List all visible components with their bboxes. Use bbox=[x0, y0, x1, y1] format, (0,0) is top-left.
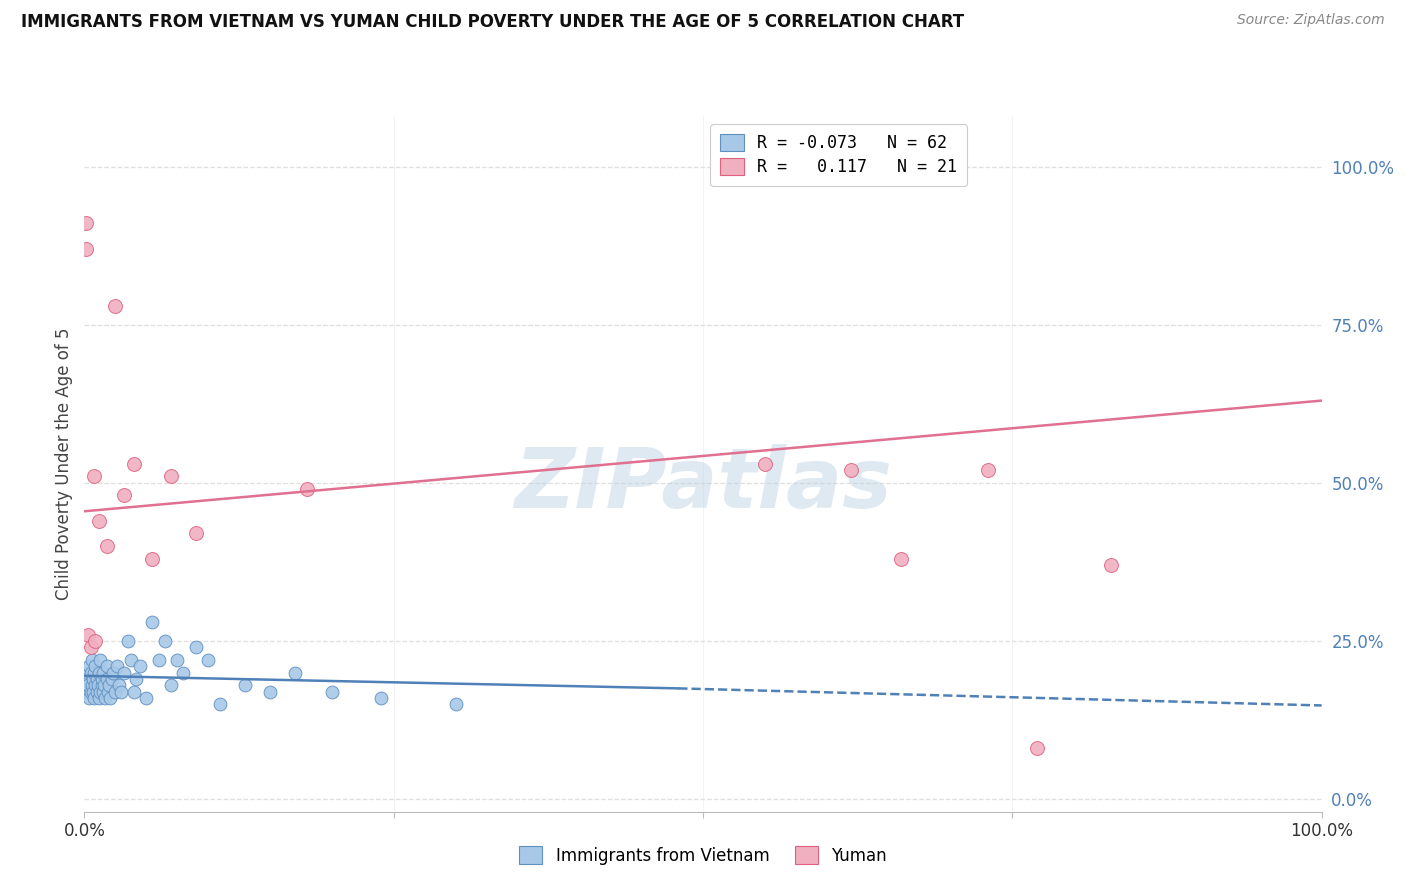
Point bbox=[112, 488, 135, 502]
Point bbox=[129, 659, 152, 673]
Point bbox=[841, 463, 863, 477]
Point bbox=[112, 665, 135, 680]
Point bbox=[91, 665, 114, 680]
Point bbox=[259, 684, 281, 698]
Point bbox=[160, 678, 183, 692]
Point bbox=[141, 551, 163, 566]
Text: IMMIGRANTS FROM VIETNAM VS YUMAN CHILD POVERTY UNDER THE AGE OF 5 CORRELATION CH: IMMIGRANTS FROM VIETNAM VS YUMAN CHILD P… bbox=[21, 13, 965, 31]
Point bbox=[117, 634, 139, 648]
Point bbox=[1099, 558, 1122, 572]
Point bbox=[91, 684, 114, 698]
Point bbox=[135, 690, 157, 705]
Point bbox=[83, 665, 105, 680]
Point bbox=[108, 678, 131, 692]
Point bbox=[80, 678, 103, 692]
Point bbox=[101, 665, 124, 680]
Point bbox=[96, 672, 118, 686]
Point bbox=[370, 690, 392, 705]
Point bbox=[75, 684, 97, 698]
Point bbox=[79, 659, 101, 673]
Point bbox=[148, 653, 170, 667]
Point bbox=[76, 672, 98, 686]
Point bbox=[110, 684, 132, 698]
Point bbox=[1026, 741, 1049, 756]
Point bbox=[104, 299, 127, 313]
Point bbox=[87, 678, 110, 692]
Point bbox=[79, 690, 101, 705]
Point bbox=[160, 469, 183, 483]
Point bbox=[122, 457, 145, 471]
Legend: Immigrants from Vietnam, Yuman: Immigrants from Vietnam, Yuman bbox=[510, 838, 896, 873]
Point bbox=[96, 539, 118, 553]
Point bbox=[90, 672, 112, 686]
Point bbox=[86, 684, 108, 698]
Point bbox=[166, 653, 188, 667]
Point bbox=[209, 697, 232, 711]
Point bbox=[321, 684, 343, 698]
Point bbox=[184, 526, 207, 541]
Point bbox=[90, 678, 112, 692]
Point bbox=[122, 684, 145, 698]
Point bbox=[233, 678, 256, 692]
Point bbox=[153, 634, 176, 648]
Point bbox=[89, 684, 111, 698]
Point bbox=[77, 665, 100, 680]
Point bbox=[79, 684, 101, 698]
Point bbox=[197, 653, 219, 667]
Point bbox=[141, 615, 163, 629]
Point bbox=[93, 678, 115, 692]
Point bbox=[444, 697, 467, 711]
Point bbox=[75, 242, 97, 256]
Point bbox=[284, 665, 307, 680]
Point bbox=[83, 690, 105, 705]
Point bbox=[105, 659, 128, 673]
Point bbox=[89, 665, 111, 680]
Point bbox=[754, 457, 776, 471]
Point bbox=[295, 482, 318, 496]
Point bbox=[89, 653, 111, 667]
Point bbox=[890, 551, 912, 566]
Point bbox=[79, 665, 101, 680]
Point bbox=[94, 690, 117, 705]
Point bbox=[75, 217, 97, 231]
Point bbox=[86, 672, 108, 686]
Point bbox=[172, 665, 194, 680]
Point bbox=[82, 672, 104, 686]
Point bbox=[97, 684, 120, 698]
Point bbox=[104, 684, 127, 698]
Point bbox=[83, 469, 105, 483]
Point bbox=[96, 659, 118, 673]
Point bbox=[79, 640, 101, 655]
Point bbox=[84, 659, 107, 673]
Point bbox=[100, 672, 122, 686]
Point bbox=[89, 514, 111, 528]
Point bbox=[98, 678, 121, 692]
Point bbox=[80, 653, 103, 667]
Point bbox=[82, 684, 104, 698]
Point bbox=[125, 672, 148, 686]
Point bbox=[98, 690, 121, 705]
Point bbox=[120, 653, 142, 667]
Text: Source: ZipAtlas.com: Source: ZipAtlas.com bbox=[1237, 13, 1385, 28]
Point bbox=[77, 627, 100, 641]
Point bbox=[89, 690, 111, 705]
Point bbox=[77, 678, 100, 692]
Point bbox=[184, 640, 207, 655]
Text: ZIPatlas: ZIPatlas bbox=[515, 444, 891, 525]
Point bbox=[84, 678, 107, 692]
Y-axis label: Child Poverty Under the Age of 5: Child Poverty Under the Age of 5 bbox=[55, 327, 73, 600]
Point bbox=[976, 463, 998, 477]
Point bbox=[84, 634, 107, 648]
